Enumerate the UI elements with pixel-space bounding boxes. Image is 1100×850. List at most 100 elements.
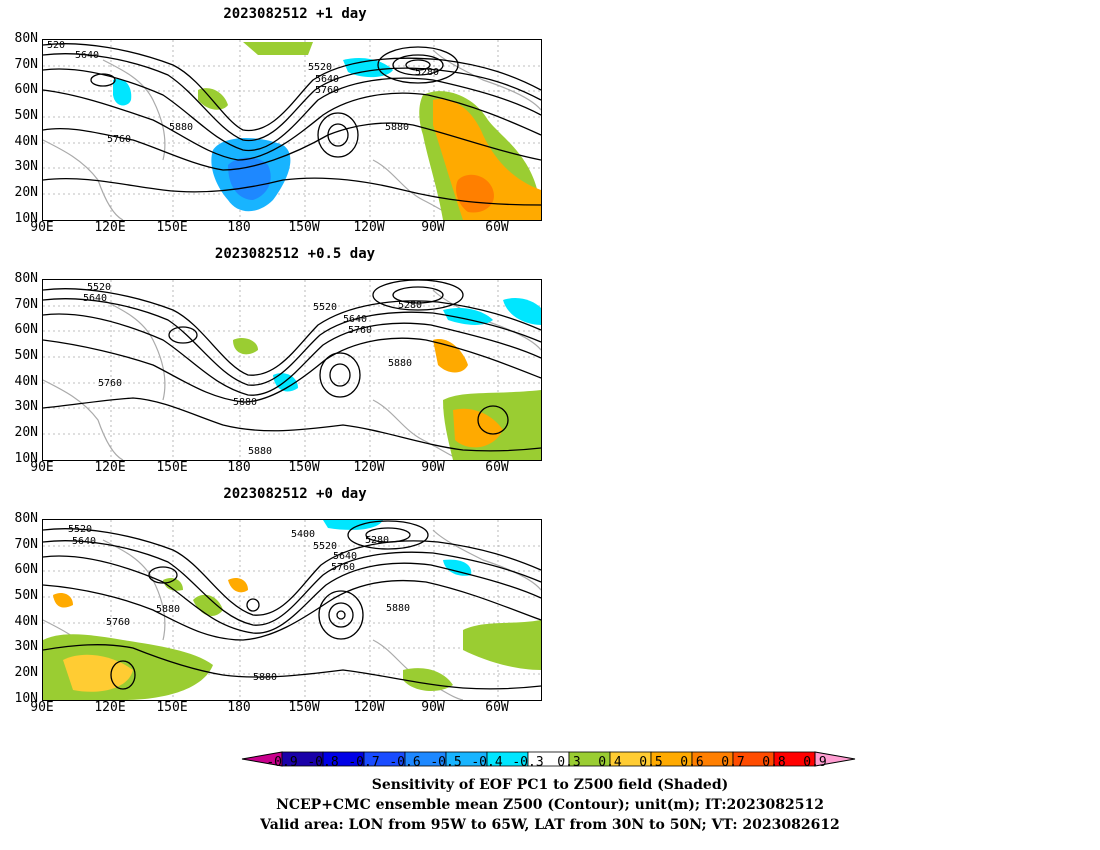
contour-label: 5880 <box>386 603 410 614</box>
caption-line-1: Sensitivity of EOF PC1 to Z500 field (Sh… <box>371 777 729 793</box>
map-panel-3: 2023082512 +0 day <box>0 480 600 720</box>
lat-tick-label: 30N <box>14 639 38 654</box>
lat-tick-label: 50N <box>14 348 38 363</box>
lon-tick-label: 90E <box>30 700 54 715</box>
map-area: 5520 5640 5520 5640 5760 5280 5880 5760 … <box>42 279 542 461</box>
contour-label: 5280 <box>398 300 422 311</box>
lon-tick-label: 90W <box>421 460 445 475</box>
colorbar-tick-label: 0.4 <box>598 755 622 770</box>
colorbar-tick-label: -0.3 <box>512 755 544 770</box>
lon-tick-label: 90E <box>30 220 54 235</box>
colorbar-tick-label: -0.5 <box>430 755 462 770</box>
contour-label: 5640 <box>343 314 367 325</box>
lat-tick-label: 60N <box>14 82 38 97</box>
contour-label: 5520 <box>313 302 337 313</box>
lon-tick-label: 60W <box>485 460 509 475</box>
lat-tick-label: 70N <box>14 297 38 312</box>
lat-tick-label: 50N <box>14 108 38 123</box>
lon-tick-label: 120W <box>353 460 385 475</box>
caption-line-3: Valid area: LON from 95W to 65W, LAT fro… <box>260 817 840 833</box>
lon-tick-label: 150E <box>156 700 188 715</box>
lat-tick-label: 60N <box>14 322 38 337</box>
lat-tick-label: 70N <box>14 57 38 72</box>
contour-label: 5640 <box>75 50 99 61</box>
lon-tick-label: 120E <box>94 460 126 475</box>
contour-label: 5760 <box>98 378 122 389</box>
contour-label: 5520 <box>68 524 92 535</box>
map-svg: 5520 5640 5400 5520 5640 5760 5280 5880 … <box>43 520 541 700</box>
lon-tick-label: 120W <box>353 700 385 715</box>
contour-label: 5520 <box>308 62 332 73</box>
lon-tick-label: 180 <box>227 700 251 715</box>
colorbar-tick-label: 0.3 <box>557 755 581 770</box>
lat-tick-label: 70N <box>14 537 38 552</box>
lon-tick-label: 150E <box>156 220 188 235</box>
panel-title: 2023082512 +1 day <box>223 6 367 22</box>
contour-label: 5880 <box>253 672 277 683</box>
contour-label: 5400 <box>291 529 315 540</box>
contour-label: 5760 <box>331 562 355 573</box>
colorbar-tick-label: -0.4 <box>471 755 503 770</box>
lon-tick-label: 90E <box>30 460 54 475</box>
panel-title: 2023082512 +0.5 day <box>214 246 376 262</box>
map-panel-2: 2023082512 +0.5 day <box>0 240 600 480</box>
contour-label: 5760 <box>348 325 372 336</box>
map-panel-1: 2023082512 +1 day <box>0 0 600 240</box>
lon-tick-label: 60W <box>485 220 509 235</box>
lon-tick-label: 90W <box>421 700 445 715</box>
lon-tick-label: 90W <box>421 220 445 235</box>
colorbar-tick-label: 0.9 <box>803 755 827 770</box>
colorbar-tick-label: -0.8 <box>307 755 339 770</box>
colorbar-tick-label: -0.7 <box>348 755 380 770</box>
colorbar-tick-label: -0.6 <box>389 755 421 770</box>
lat-tick-label: 20N <box>14 665 38 680</box>
contour-label: 5880 <box>233 397 257 408</box>
lat-tick-label: 20N <box>14 425 38 440</box>
contour-label: 520 <box>47 40 65 51</box>
lat-tick-label: 30N <box>14 399 38 414</box>
contour-label: 5760 <box>107 134 131 145</box>
contour-label: 5640 <box>315 74 339 85</box>
lon-tick-label: 60W <box>485 700 509 715</box>
lat-tick-label: 10N <box>14 451 38 466</box>
colorbar <box>241 751 856 767</box>
contour-label: 5760 <box>106 617 130 628</box>
map-svg: 5520 5640 5520 5640 5760 5280 5880 5760 … <box>43 280 541 460</box>
lon-tick-label: 120W <box>353 220 385 235</box>
lat-tick-label: 10N <box>14 691 38 706</box>
lon-tick-label: 150W <box>288 700 320 715</box>
contour-label: 5880 <box>388 358 412 369</box>
colorbar-tick-label: 0.8 <box>762 755 786 770</box>
map-area: 520 5640 5520 5640 5760 5280 5880 5760 5… <box>42 39 542 221</box>
lat-tick-label: 80N <box>14 511 38 526</box>
colorbar-tick-label: 0.7 <box>721 755 745 770</box>
lon-tick-label: 120E <box>94 700 126 715</box>
colorbar-tick-label: -0.9 <box>266 755 298 770</box>
contour-label: 5640 <box>72 536 96 547</box>
contour-label: 5880 <box>169 122 193 133</box>
contour-label: 5880 <box>156 604 180 615</box>
contour-label: 5280 <box>365 535 389 546</box>
map-svg: 520 5640 5520 5640 5760 5280 5880 5760 5… <box>43 40 541 220</box>
panel-title: 2023082512 +0 day <box>223 486 367 502</box>
colorbar-high-triangle <box>814 751 856 767</box>
lat-tick-label: 10N <box>14 211 38 226</box>
lon-tick-label: 150E <box>156 460 188 475</box>
lon-tick-label: 150W <box>288 220 320 235</box>
lat-tick-label: 60N <box>14 562 38 577</box>
contour-label: 5520 <box>313 541 337 552</box>
lat-tick-label: 40N <box>14 374 38 389</box>
colorbar-tick-label: 0.6 <box>680 755 704 770</box>
contour-label: 5880 <box>248 446 272 457</box>
lat-tick-label: 20N <box>14 185 38 200</box>
colorbar-tick-label: 0.5 <box>639 755 663 770</box>
lat-tick-label: 50N <box>14 588 38 603</box>
lon-tick-label: 180 <box>227 220 251 235</box>
lat-tick-label: 30N <box>14 159 38 174</box>
contour-label: 5280 <box>415 67 439 78</box>
lat-tick-label: 40N <box>14 134 38 149</box>
map-area: 5520 5640 5400 5520 5640 5760 5280 5880 … <box>42 519 542 701</box>
contour-label: 5520 <box>87 282 111 293</box>
lon-tick-label: 150W <box>288 460 320 475</box>
contour-label: 5640 <box>333 551 357 562</box>
